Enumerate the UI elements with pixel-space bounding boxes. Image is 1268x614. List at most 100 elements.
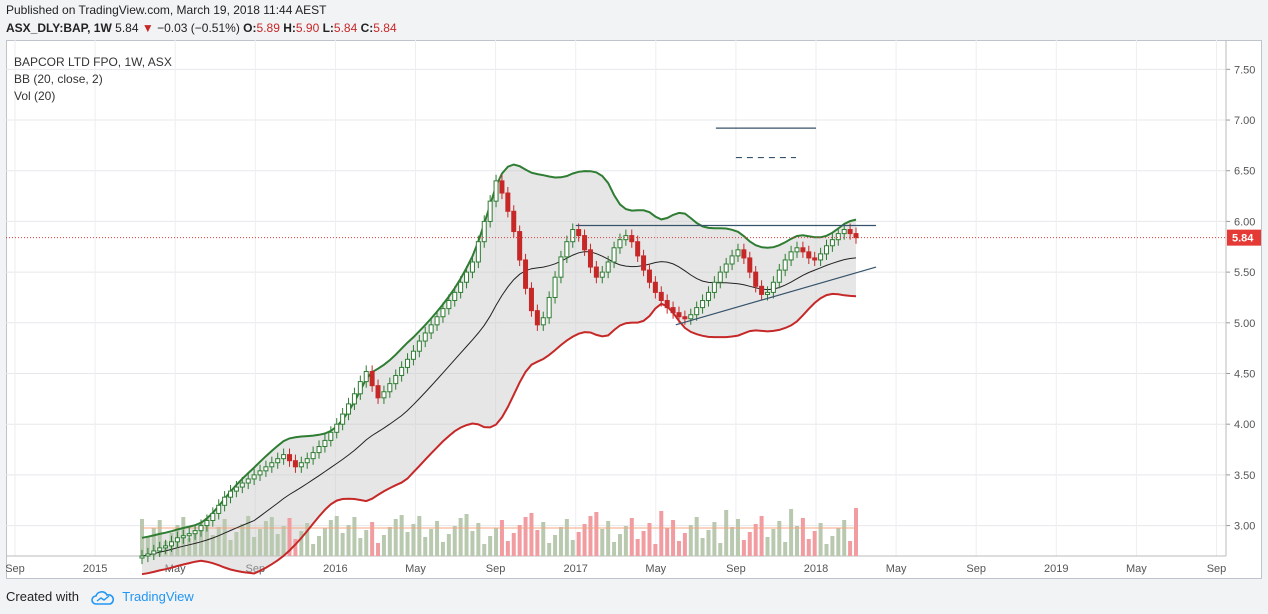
x-tick-label: 2015	[83, 563, 107, 575]
candle-body	[694, 307, 700, 316]
x-tick-label: 2019	[1044, 563, 1068, 575]
tradingview-brand[interactable]: TradingView	[122, 589, 194, 604]
candle-body	[357, 381, 363, 395]
x-tick-label: Sep	[246, 563, 266, 575]
candle-body	[275, 458, 281, 464]
volume-bar	[824, 544, 829, 556]
volume-bar	[783, 542, 788, 556]
bb-lower-line	[141, 292, 857, 576]
high-value: 5.90	[295, 21, 320, 35]
candle-body	[174, 537, 180, 543]
candle-body	[251, 474, 257, 480]
volume-bar	[293, 539, 298, 556]
y-tick-label: 5.50	[1234, 267, 1255, 279]
candle-body	[646, 269, 652, 283]
volume-bar	[417, 516, 422, 556]
volume-bar	[747, 532, 752, 556]
candle-body	[292, 460, 298, 468]
candle-body	[163, 545, 169, 549]
volume-bar	[735, 519, 740, 556]
volume-bar	[842, 520, 847, 556]
volume-bar	[187, 538, 192, 556]
candle-body	[245, 478, 251, 484]
candle-body	[847, 229, 853, 235]
y-tick-label: 6.00	[1234, 216, 1255, 228]
volume-bar	[836, 528, 841, 556]
volume-bar	[322, 528, 327, 556]
candle-body	[835, 233, 841, 241]
candle-body	[405, 358, 411, 368]
y-tick-label: 7.00	[1234, 115, 1255, 127]
candle-body	[263, 466, 269, 472]
y-tick-label: 3.50	[1234, 470, 1255, 482]
volume-bar	[399, 515, 404, 556]
candle-body	[157, 547, 163, 552]
candle-body	[340, 413, 346, 425]
volume-bar	[600, 529, 605, 556]
candle-body	[764, 291, 770, 295]
x-tick-label: May	[405, 563, 426, 575]
volume-bar	[794, 526, 799, 556]
candle-body	[534, 310, 540, 326]
volume-bar	[617, 534, 622, 556]
volume-bar	[381, 535, 386, 556]
volume-bar	[429, 529, 434, 556]
volume-bar	[511, 533, 516, 556]
candle-body	[853, 233, 859, 239]
candle-body	[481, 220, 487, 243]
x-tick-label: Sep	[6, 563, 25, 575]
volume-bar	[228, 540, 233, 556]
y-tick-label: 7.50	[1234, 64, 1255, 76]
volume-bar	[470, 531, 475, 556]
candle-body	[346, 403, 352, 415]
candle-body	[558, 256, 564, 278]
candle-body	[747, 257, 753, 273]
volume-bar	[558, 527, 563, 556]
last-price-tag	[1227, 229, 1261, 246]
price-chart[interactable]: 7.50 7.00 6.50 6.00 5.50 5.00 4.50 4.00 3.50 3.00…	[6, 40, 1262, 579]
volume-bar	[547, 543, 552, 556]
candle-body	[605, 261, 611, 273]
candle-body	[204, 520, 210, 527]
candle-body	[688, 314, 694, 320]
volume-bar	[753, 524, 758, 556]
volume-bar	[376, 543, 381, 556]
volume-bar	[576, 532, 581, 556]
volume-bar	[446, 534, 451, 556]
candle-body	[169, 541, 175, 547]
volume-bar	[275, 534, 280, 556]
volume-bar	[358, 538, 363, 556]
published-line: Published on TradingView.com, March 19, …	[6, 3, 327, 17]
volume-bar	[340, 533, 345, 556]
candle-body	[145, 553, 151, 557]
volume-bar	[676, 541, 681, 556]
candle-body	[310, 452, 316, 460]
close-label: C:	[360, 21, 374, 35]
x-tick-label: May	[886, 563, 907, 575]
volume-bar	[730, 527, 735, 556]
volume-bar	[588, 516, 593, 556]
volume-bar	[535, 530, 540, 556]
volume-bar	[328, 520, 333, 556]
candle-body	[635, 241, 641, 257]
volume-bar	[458, 518, 463, 556]
candle-body	[546, 296, 552, 319]
candle-body	[593, 266, 599, 278]
candle-body	[322, 439, 328, 448]
volume-bar	[582, 524, 587, 556]
volume-bar	[706, 530, 711, 556]
candle-body	[611, 247, 617, 263]
candle-body	[269, 462, 275, 468]
candle-body	[664, 300, 670, 309]
candle-body	[505, 192, 511, 212]
volume-bar	[204, 518, 209, 556]
legend-title: BAPCOR LTD FPO, 1W, ASX	[14, 55, 172, 69]
candle-body	[711, 281, 717, 293]
volume-bar	[299, 531, 304, 556]
volume-bar	[647, 523, 652, 556]
candle-body	[818, 253, 824, 261]
created-with-label: Created with	[6, 589, 79, 604]
volume-bar	[700, 538, 705, 556]
footer: Created with TradingView	[6, 589, 194, 605]
candle-body	[228, 490, 234, 498]
